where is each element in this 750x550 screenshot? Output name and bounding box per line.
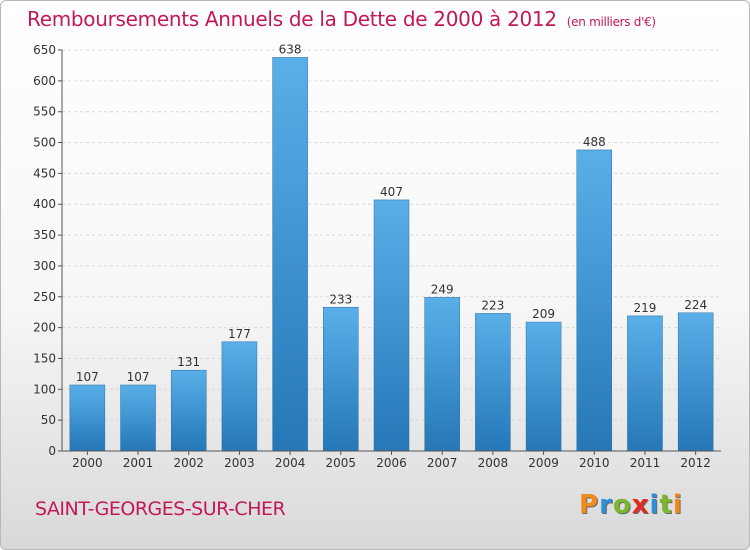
chart-unit: (en milliers d'€) [566,15,656,29]
x-tick-label: 2003 [224,456,255,470]
bar-value-label: 407 [380,185,403,199]
x-tick-label: 2010 [579,456,610,470]
bar-value-label: 249 [431,282,454,296]
bar [677,312,714,452]
bar [373,199,410,452]
y-tick-label: 500 [33,136,56,150]
x-tick-label: 2004 [275,456,306,470]
x-tick-label: 2012 [680,456,711,470]
logo-letter: P [579,490,600,520]
bar [120,384,156,452]
bar-value-label: 177 [228,327,251,341]
x-tick-label: 2002 [173,456,204,470]
bar [221,341,258,452]
chart-title-text: Remboursements Annuels de la Dette de 20… [27,7,557,31]
bar-value-label: 131 [177,355,200,369]
logo-letter: i [649,490,660,520]
place-name: SAINT-GEORGES-SUR-CHER [35,498,286,520]
y-tick-label: 200 [33,321,56,335]
x-tick-label: 2009 [528,456,559,470]
x-tick-label: 2000 [72,456,103,470]
y-tick-label: 450 [33,166,56,180]
bar-value-label: 107 [76,370,99,384]
x-tick-label: 2007 [427,456,458,470]
bar [627,315,663,452]
bar-value-label: 209 [532,307,555,321]
bar [170,369,207,452]
logo-letter: x [631,490,650,520]
x-tick-label: 2001 [123,456,154,470]
bar-value-label: 638 [279,42,302,56]
y-tick-label: 100 [33,382,56,396]
logo-letter: r [599,490,613,520]
y-tick-label: 550 [33,105,56,119]
bar [576,149,613,452]
bar-value-label: 233 [329,292,352,306]
y-tick-label: 350 [33,228,56,242]
bar [272,57,308,452]
y-tick-label: 250 [33,290,56,304]
bar [475,313,511,452]
bars: 107 107 131 177 638 233 407 249 223 209 488 219 224 [69,42,714,452]
chart-title: Remboursements Annuels de la Dette de 20… [27,7,656,31]
bar [525,321,562,452]
logo-letter: i [672,490,683,520]
y-tick-label: 400 [33,197,56,211]
y-tick-label: 50 [41,413,56,427]
bar-value-label: 224 [684,298,707,312]
x-tick-label: 2005 [326,456,357,470]
x-tick-label: 2006 [376,456,407,470]
logo-letter: t [659,490,673,520]
y-tick-label: 150 [33,351,56,365]
bar-value-label: 223 [481,298,504,312]
bar [424,297,460,452]
y-tick-label: 600 [33,74,56,88]
bar [323,307,359,452]
bar-value-label: 219 [634,301,657,315]
x-axis: 2000 2001 2002 2003 2004 2005 2006 2007 2008 2009… [62,450,721,470]
logo-letter: o [612,490,632,520]
y-tick-label: 300 [33,259,56,273]
y-tick-label: 0 [48,444,56,458]
y-axis: 0 50 100 150 200 250 300 350 400 450 500 550 600 650 [33,43,63,458]
bar [69,384,106,452]
bar-value-label: 488 [583,135,606,149]
x-tick-label: 2011 [630,456,661,470]
proxiti-logo: Proxiti [579,490,683,520]
x-tick-label: 2008 [478,456,509,470]
bar-value-label: 107 [127,370,150,384]
y-tick-label: 650 [33,43,56,57]
